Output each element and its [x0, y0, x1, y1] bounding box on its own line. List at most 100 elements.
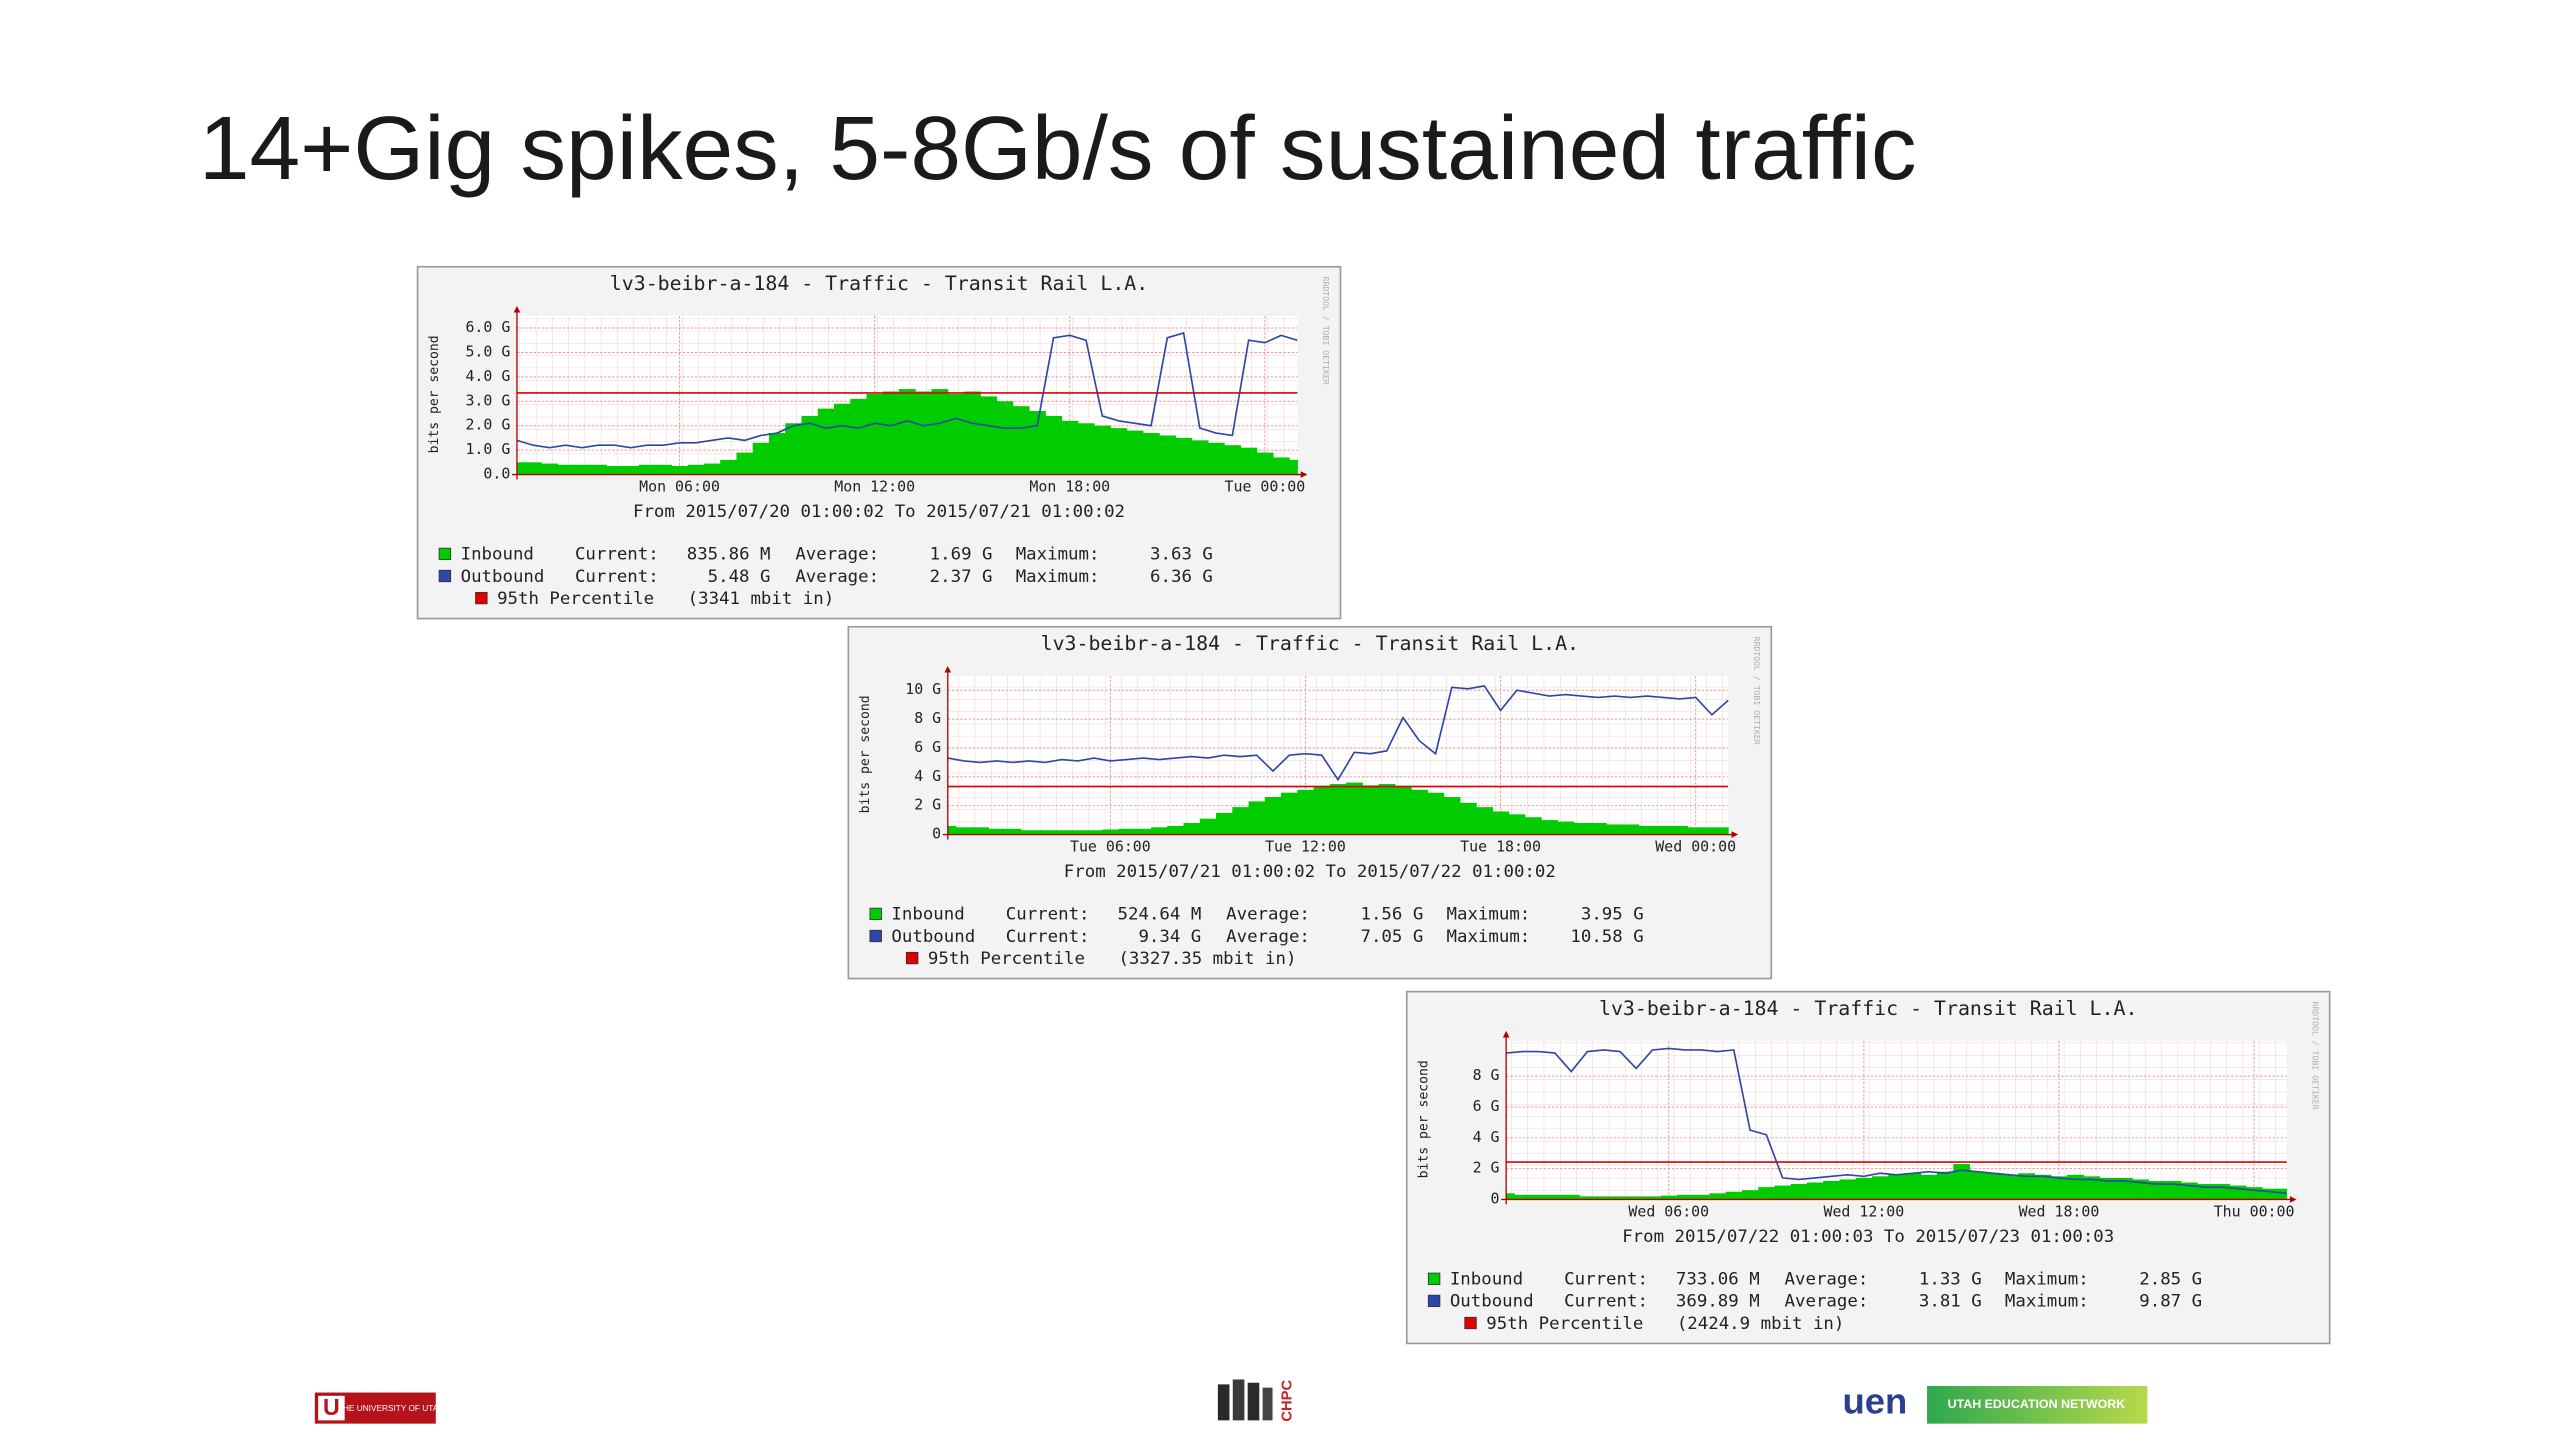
inbound-bar — [1508, 814, 1526, 835]
y-tick-label: 0 — [932, 826, 941, 843]
inbound-bar — [2083, 1176, 2101, 1200]
chart-title: lv3-beibr-a-184 - Traffic - Transit Rail… — [1599, 997, 2137, 1020]
inbound-bar — [1248, 801, 1266, 835]
inbound-bar — [1524, 817, 1542, 835]
chpc-text: CHPC — [1279, 1380, 1295, 1422]
legend-stat: Current: — [575, 567, 659, 587]
inbound-bar — [915, 391, 933, 475]
x-axis-arrow — [2289, 1196, 2297, 1203]
x-axis-arrow — [1731, 831, 1739, 838]
inbound-bar — [1167, 825, 1185, 835]
inbound-bar — [1427, 792, 1445, 835]
inbound-bar — [1061, 420, 1079, 475]
inbound-bar — [1839, 1179, 1857, 1200]
chpc-block — [1262, 1387, 1273, 1421]
inbound-bar — [1045, 415, 1063, 475]
x-tick-label: Tue 06:00 — [1070, 839, 1151, 856]
legend-stat: Maximum: — [2005, 1292, 2089, 1312]
y-axis-arrow — [513, 306, 521, 313]
legend-stat: 9.34 G — [1138, 927, 1201, 947]
inbound-bar — [899, 389, 916, 475]
inbound-bar — [1020, 830, 1038, 835]
inbound-bar — [1151, 827, 1168, 835]
inbound-bar — [850, 398, 868, 475]
inbound-bar — [2018, 1173, 2036, 1200]
y-tick-label: 4.0 G — [465, 368, 510, 385]
inbound-bar — [955, 827, 973, 835]
legend-stat: Average: — [795, 545, 879, 565]
inbound-bar — [671, 465, 689, 475]
inbound-bar — [785, 423, 802, 475]
inbound-bar — [2262, 1188, 2279, 1200]
inbound-bar — [1459, 802, 1477, 835]
uen-name: UTAH EDUCATION NETWORK — [1948, 1397, 2126, 1411]
legend-stat: Average: — [1226, 905, 1310, 925]
inbound-bar — [2050, 1176, 2068, 1200]
legend-stat: Average: — [1785, 1292, 1869, 1312]
chpc-block — [1232, 1379, 1245, 1421]
legend-swatch — [905, 951, 919, 965]
inbound-bar — [1004, 828, 1022, 835]
inbound-bar — [1329, 784, 1347, 835]
inbound-bar — [1687, 827, 1705, 835]
inbound-bar — [1191, 440, 1209, 475]
chart-subtitle: From 2015/07/22 01:00:03 To 2015/07/23 0… — [1622, 1227, 2114, 1247]
inbound-bar — [1611, 1196, 1629, 1200]
x-tick-label: Wed 00:00 — [1655, 839, 1736, 856]
inbound-bar — [573, 464, 591, 475]
inbound-bar — [1758, 1187, 1775, 1200]
inbound-bar — [1224, 445, 1241, 475]
inbound-bar — [1595, 1196, 1613, 1200]
legend-swatch — [869, 907, 882, 921]
outbound-line — [947, 685, 1729, 782]
y-tick-label: 1.0 G — [465, 441, 510, 458]
legend-label: 95th Percentile — [1486, 1314, 1643, 1334]
legend-label: Inbound — [461, 545, 534, 565]
watermark: RRDTOOL / TOBI OETIKER — [1752, 637, 1762, 745]
chart-title: lv3-beibr-a-184 - Traffic - Transit Rail… — [610, 272, 1148, 295]
utah-logo: U THE UNIVERSITY OF UTAH — [314, 1392, 444, 1424]
inbound-bar — [1142, 433, 1160, 475]
inbound-bar — [1085, 830, 1103, 835]
inbound-bar — [996, 401, 1014, 475]
inbound-bar — [1628, 1196, 1645, 1200]
inbound-bar — [703, 463, 721, 475]
inbound-bar — [980, 396, 998, 475]
legend-stat: Current: — [1564, 1292, 1648, 1312]
inbound-bar — [1069, 830, 1087, 835]
legend-stat: Maximum: — [1447, 905, 1531, 925]
legend-swatch — [475, 591, 488, 605]
inbound-bar — [1240, 447, 1258, 475]
legend-stat: 9.87 G — [2139, 1292, 2202, 1312]
inbound-bar — [964, 391, 981, 475]
chpc-block — [1247, 1382, 1260, 1421]
inbound-bar — [606, 465, 624, 475]
inbound-bar — [1546, 1194, 1564, 1200]
x-tick-label: Mon 18:00 — [1029, 479, 1110, 496]
inbound-bar — [720, 459, 737, 475]
y-tick-label: 8 G — [914, 710, 941, 727]
traffic-chart: lv3-beibr-a-184 - Traffic - Transit Rail… — [416, 265, 1342, 620]
chart-subtitle: From 2015/07/21 01:00:02 To 2015/07/22 0… — [1064, 862, 1556, 882]
y-tick-label: 2 G — [1473, 1160, 1500, 1177]
inbound-bar — [866, 393, 884, 475]
inbound-bar — [1175, 437, 1193, 475]
legend-stat: 3.63 G — [1150, 545, 1213, 565]
legend-stat: 1.69 G — [930, 545, 993, 565]
inbound-bar — [1394, 786, 1412, 835]
legend-stat: 524.64 M — [1118, 905, 1202, 925]
inbound-bar — [1102, 829, 1119, 835]
x-tick-label: Tue 00:00 — [1224, 479, 1305, 496]
inbound-bar — [1492, 811, 1510, 835]
inbound-bar — [1590, 823, 1607, 835]
inbound-bar — [1378, 784, 1396, 835]
inbound-bar — [1720, 827, 1729, 835]
legend-label: Inbound — [1450, 1270, 1523, 1290]
inbound-bar — [2002, 1174, 2019, 1200]
inbound-bar — [817, 408, 835, 475]
legend-stat: Average: — [1226, 927, 1310, 947]
inbound-bar — [1037, 830, 1054, 835]
inbound-bar — [1725, 1191, 1743, 1200]
